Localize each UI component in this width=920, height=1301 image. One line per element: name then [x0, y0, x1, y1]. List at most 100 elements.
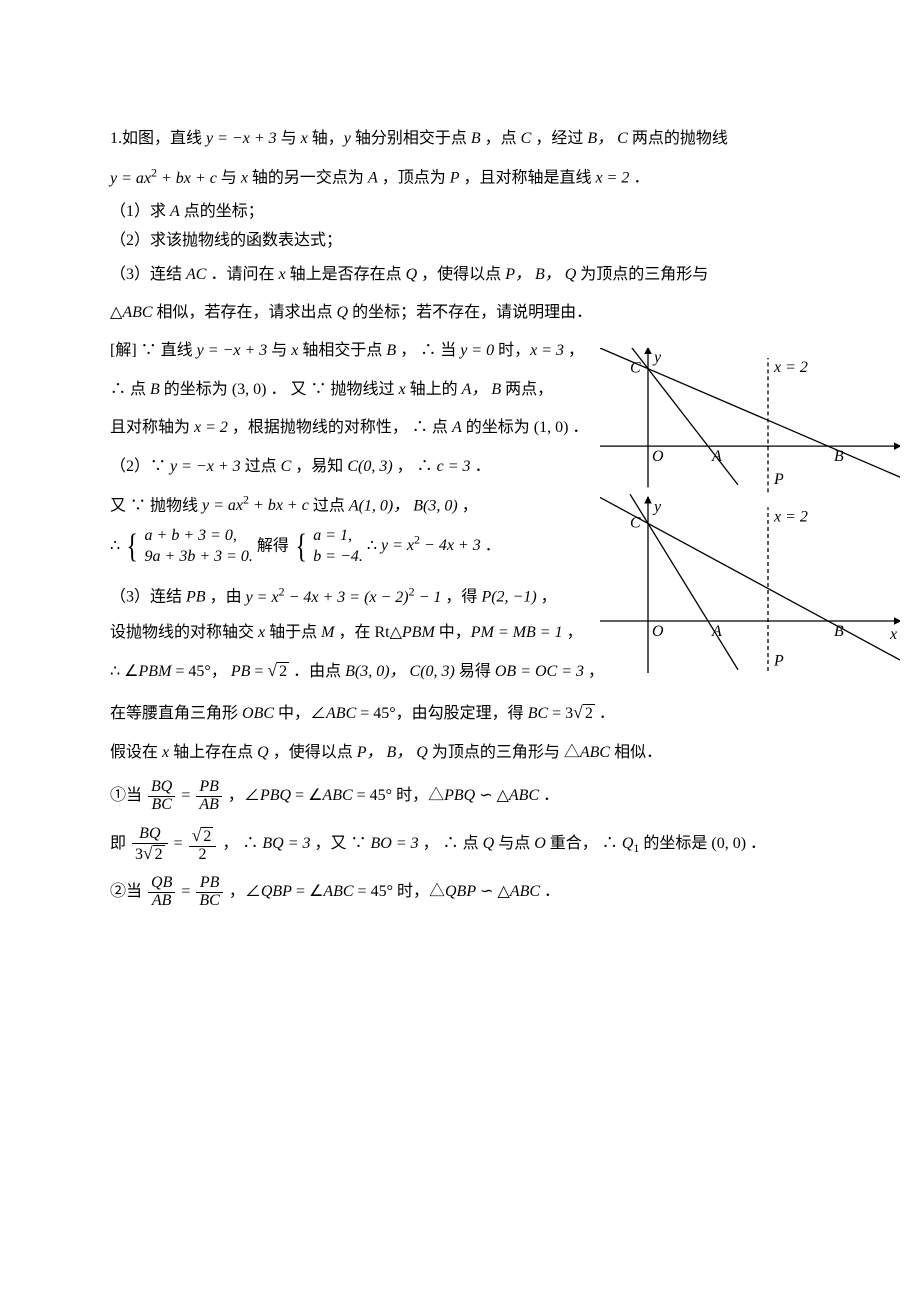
- math: ABC: [326, 705, 356, 722]
- svg-text:P: P: [773, 471, 784, 488]
- text: ，在 Rt△: [334, 624, 401, 641]
- text: （3）连结: [110, 266, 186, 283]
- text: =: [181, 787, 194, 804]
- text: ②当: [110, 883, 146, 900]
- math: OBC: [242, 705, 274, 722]
- problem-line-2: y = ax2 + bx + c 与 x 轴的另一交点为 A ，顶点为 P ，且…: [110, 158, 810, 198]
- math: C: [281, 458, 292, 475]
- case-1-line-2: 即 BQ 3√2 = √2 2 ， ∴ BQ = 3 ，又 ∵ BO = 3 ，…: [110, 820, 810, 868]
- text: 假设在: [110, 744, 162, 761]
- equation-system-1: { a + b + 3 = 0, 9a + 3b + 3 = 0.: [124, 526, 253, 568]
- math: BC: [528, 705, 548, 722]
- question-3a: （3）连结 AC ．请问在 x 轴上是否存在点 Q ，使得以点 P， B， Q …: [110, 256, 810, 294]
- math: C(0, 3): [347, 458, 392, 475]
- math: PM = MB = 1: [471, 624, 563, 641]
- svg-text:B: B: [834, 448, 844, 465]
- text: 易得: [455, 663, 495, 680]
- sqrt: √2: [267, 649, 289, 691]
- math: B(3, 0)， C(0, 3): [345, 663, 455, 680]
- text: ， ∴: [222, 835, 262, 852]
- math: P(2, −1): [481, 589, 536, 606]
- text: 两点，: [501, 381, 553, 398]
- text: = 3: [548, 705, 573, 722]
- math: BQ = 3: [262, 835, 310, 852]
- problem-line-1: 1.如图，直线 y = −x + 3 与 x 轴，y 轴分别相交于点 B ，点 …: [110, 120, 810, 158]
- question-2: （2）求该抛物线的函数表达式；: [110, 227, 810, 256]
- text: 相似．: [610, 744, 662, 761]
- text: ，易知: [291, 458, 347, 475]
- text: 重合， ∴: [546, 835, 622, 852]
- math: (3, 0): [232, 381, 267, 398]
- math: M: [321, 624, 334, 641]
- text: （3）连结: [110, 589, 186, 606]
- text: ，得: [441, 589, 481, 606]
- svg-text:O: O: [652, 623, 664, 640]
- eq-row: a = 1,: [313, 526, 363, 547]
- equation-system-2: { a = 1, b = −4.: [293, 526, 363, 568]
- text: 过点: [309, 497, 349, 514]
- text: 1.如图，直线: [110, 130, 206, 147]
- text: ①当: [110, 787, 146, 804]
- text: （2）求该抛物线的函数表达式；: [110, 232, 342, 249]
- math: Q1: [622, 835, 640, 852]
- figure-svg: COABPyx = 2COABPyxx = 2: [600, 348, 900, 673]
- text: ，: [537, 589, 557, 606]
- math: P， B， Q: [357, 744, 428, 761]
- math: ABC: [122, 304, 152, 321]
- text: 轴分别相交于点: [351, 130, 471, 147]
- text: ．: [471, 458, 491, 475]
- text: ，: [564, 342, 584, 359]
- sol-line-10: 在等腰直角三角形 OBC 中，∠ABC = 45°，由勾股定理，得 BC = 3…: [110, 691, 810, 733]
- text: = 45° 时，△: [353, 787, 444, 804]
- fraction: BQBC: [148, 779, 175, 814]
- text: = ∠: [292, 883, 323, 900]
- math: AC: [186, 266, 206, 283]
- math: A: [452, 419, 462, 436]
- svg-text:y: y: [652, 498, 662, 515]
- text: 与点: [494, 835, 534, 852]
- text: （2）∵: [110, 458, 170, 475]
- math: A: [368, 170, 378, 187]
- math: ABC: [509, 787, 539, 804]
- text: ，点: [481, 130, 521, 147]
- question-1: （1）求 A 点的坐标；: [110, 198, 810, 227]
- text: ，: [458, 497, 478, 514]
- math: PB: [186, 589, 206, 606]
- math: y: [344, 130, 351, 147]
- math: A， B: [462, 381, 502, 398]
- math: OB = OC = 3: [495, 663, 584, 680]
- math: x: [241, 170, 248, 187]
- text: 轴，: [308, 130, 344, 147]
- eq-row: a + b + 3 = 0,: [145, 526, 253, 547]
- svg-text:x = 2: x = 2: [773, 359, 808, 376]
- text: ，且对称轴是直线: [460, 170, 596, 187]
- text: = 45° 时，△: [354, 883, 445, 900]
- math: x = 2: [596, 170, 630, 187]
- math: Q: [406, 266, 418, 283]
- math: PB: [231, 663, 251, 680]
- geometry-figure: COABPyx = 2COABPyxx = 2: [600, 348, 900, 673]
- svg-text:C: C: [630, 514, 641, 531]
- math: x = 3: [530, 342, 564, 359]
- sqrt: √2: [573, 691, 595, 733]
- svg-text:x = 2: x = 2: [773, 508, 808, 525]
- fraction: QBAB: [148, 875, 175, 910]
- text: ，根据抛物线的对称性， ∴ 点: [228, 419, 452, 436]
- text: ，由: [206, 589, 246, 606]
- math: Q: [337, 304, 349, 321]
- text: ，使得以点: [417, 266, 505, 283]
- math: y = −x + 3: [170, 458, 241, 475]
- text: ，经过: [531, 130, 587, 147]
- text: ，: [563, 624, 583, 641]
- math: ABC: [322, 787, 352, 804]
- text: 轴上是否存在点: [286, 266, 406, 283]
- math: QBP: [445, 883, 476, 900]
- text: 的坐标为: [462, 419, 534, 436]
- fraction: PBAB: [196, 779, 222, 814]
- text: ∴: [110, 537, 124, 554]
- svg-text:A: A: [711, 623, 722, 640]
- text: 与: [217, 170, 241, 187]
- math: y = ax2 + bx + c: [202, 497, 309, 514]
- text: = ∠: [291, 787, 322, 804]
- text: 相似，若存在，请求出点: [153, 304, 337, 321]
